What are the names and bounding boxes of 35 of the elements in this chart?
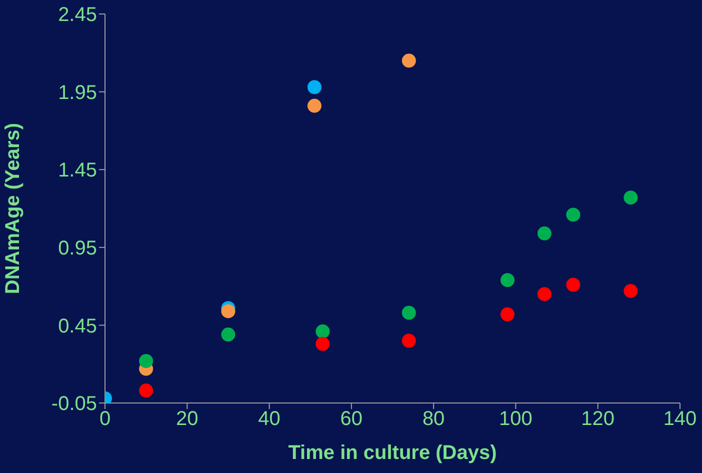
point [537, 287, 552, 302]
y-tick-label: 1.95 [58, 82, 97, 104]
y-axis-title: DNAmAge (Years) [2, 122, 24, 294]
x-tick-label: 0 [99, 408, 111, 430]
x-axis-title: Time in culture (Days) [288, 442, 497, 464]
y-tick-label: 2.45 [58, 4, 97, 26]
x-tick-label: 40 [258, 408, 280, 430]
point [316, 336, 330, 351]
x-tick-label: 80 [422, 408, 445, 430]
point [316, 324, 330, 338]
point [402, 306, 416, 320]
point [221, 328, 236, 342]
y-tick-label: 1.45 [58, 160, 97, 182]
point [566, 208, 580, 222]
point [307, 80, 322, 94]
point [221, 304, 236, 318]
point [500, 307, 514, 322]
point [624, 284, 638, 298]
x-tick-label: 100 [499, 408, 532, 430]
point [139, 384, 154, 398]
point [307, 98, 322, 113]
x-tick-label: 60 [340, 408, 363, 430]
point [566, 278, 580, 292]
y-tick-label: -0.05 [51, 393, 97, 416]
y-tick-label: 0.45 [58, 315, 97, 338]
point [537, 226, 552, 240]
point [500, 273, 514, 288]
x-tick-label: 20 [176, 408, 198, 430]
point [402, 54, 416, 68]
y-tick-label: 0.95 [58, 238, 97, 260]
point [139, 354, 154, 368]
point [624, 190, 638, 205]
x-tick-label: 120 [581, 408, 615, 430]
x-tick-label: 140 [663, 408, 697, 430]
point [402, 334, 416, 348]
